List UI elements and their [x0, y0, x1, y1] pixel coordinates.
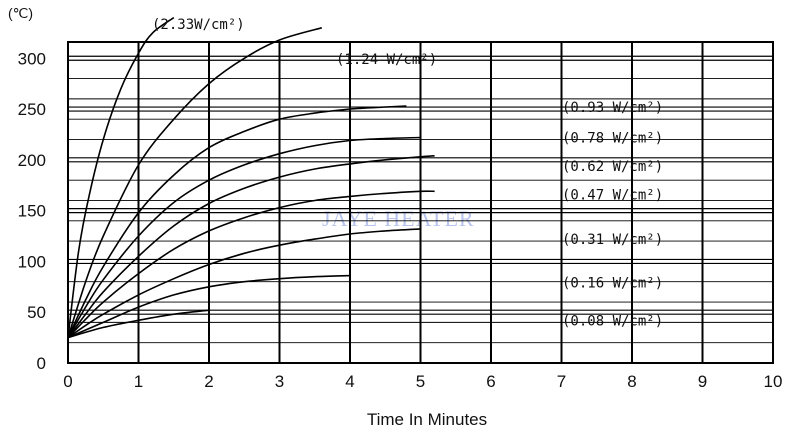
series-group — [68, 16, 435, 339]
series-label: (0.93 W/cm²) — [562, 100, 663, 116]
series-label: (0.16 W/cm²) — [562, 276, 663, 292]
y-tick-label: 200 — [18, 151, 46, 170]
series-label: (0.47 W/cm²) — [562, 187, 663, 203]
series-line — [68, 190, 435, 339]
series-label: (1.24 W/cm²) — [336, 52, 437, 68]
x-tick-label: 4 — [345, 372, 354, 391]
y-unit-label: (℃) — [8, 5, 33, 21]
x-axis-label: Time In Minutes — [367, 410, 487, 429]
x-tick-label: 5 — [416, 372, 425, 391]
x-tick-label: 6 — [486, 372, 495, 391]
series-label: (0.08 W/cm²) — [562, 313, 663, 329]
y-tick-label: 50 — [27, 303, 46, 322]
x-tick-label: 7 — [557, 372, 566, 391]
series-label: (2.33W/cm²) — [152, 17, 245, 33]
x-tick-label: 3 — [275, 372, 284, 391]
x-tick-label: 0 — [63, 372, 72, 391]
series-line — [68, 155, 435, 339]
x-tick-label: 2 — [204, 372, 213, 391]
series-label: (0.78 W/cm²) — [562, 130, 663, 146]
x-tick-label: 1 — [134, 372, 143, 391]
y-tick-label: 150 — [18, 202, 46, 221]
y-tick-label: 0 — [37, 354, 46, 373]
x-tick-label: 9 — [698, 372, 707, 391]
series-label: (0.31 W/cm²) — [562, 232, 663, 248]
y-tick-label: 250 — [18, 100, 46, 119]
x-tick-label: 8 — [627, 372, 636, 391]
watermark: JAYE HEATER — [322, 206, 475, 231]
grid — [67, 41, 774, 364]
series-line — [68, 274, 351, 339]
y-tick-label: 100 — [18, 252, 46, 271]
y-tick-label: 300 — [18, 49, 46, 68]
plot-frame — [67, 41, 774, 364]
series-line — [68, 309, 210, 339]
series-line — [68, 105, 407, 338]
series-lines — [68, 16, 435, 339]
series-label: (0.62 W/cm²) — [562, 159, 663, 175]
series-line — [68, 228, 421, 339]
x-tick-label: 10 — [764, 372, 783, 391]
series-labels: (2.33W/cm²) (1.24 W/cm²) (0.93 W/cm²) (0.78… — [152, 17, 663, 329]
series-line — [68, 27, 323, 338]
series-line — [68, 136, 421, 338]
series-line — [68, 16, 175, 338]
